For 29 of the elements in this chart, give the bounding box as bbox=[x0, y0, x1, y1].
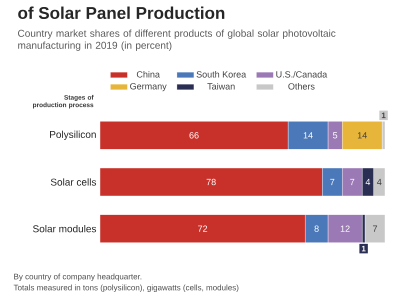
data-label: 12 bbox=[340, 226, 350, 232]
chart-subtitle: Country market shares of different products of global solar photovoltaic manufacturing in 2019 (in percent) bbox=[18, 30, 336, 51]
legend-label: Others bbox=[288, 82, 315, 90]
legend-label: China bbox=[136, 70, 160, 78]
y-tick-label: Solar cells bbox=[50, 178, 96, 186]
data-label: 4 bbox=[376, 178, 382, 186]
y-tick-label: Polysilicon bbox=[50, 130, 96, 140]
legend-label: Taiwan bbox=[207, 82, 235, 90]
data-label: 66 bbox=[190, 132, 199, 139]
data-label: 7 bbox=[350, 178, 354, 186]
data-label: 5 bbox=[332, 132, 338, 138]
data-label: 14 bbox=[358, 132, 367, 138]
data-label: 8 bbox=[314, 225, 319, 232]
text: Totals measured in tons (polysilicon), gigawatts (cells, modules) bbox=[14, 284, 238, 292]
y-tick-label: Solar modules bbox=[33, 224, 96, 232]
chart-title: of Solar Panel Production bbox=[18, 6, 224, 20]
data-label: 4 bbox=[366, 178, 370, 186]
data-label: 7 bbox=[372, 226, 378, 232]
legend-label: U.S./Canada bbox=[276, 70, 328, 78]
legend-label: South Korea bbox=[196, 70, 246, 78]
data-label: 72 bbox=[198, 226, 208, 232]
bar bbox=[364, 214, 386, 243]
data-label: 1 bbox=[362, 246, 366, 252]
text: By country of company headquarter. bbox=[14, 274, 142, 281]
legend-label: Germany bbox=[130, 83, 167, 92]
data-label: 14 bbox=[304, 132, 313, 138]
data-label: 78 bbox=[206, 178, 216, 186]
data-label: 1 bbox=[382, 112, 386, 118]
data-label: 7 bbox=[330, 178, 334, 186]
